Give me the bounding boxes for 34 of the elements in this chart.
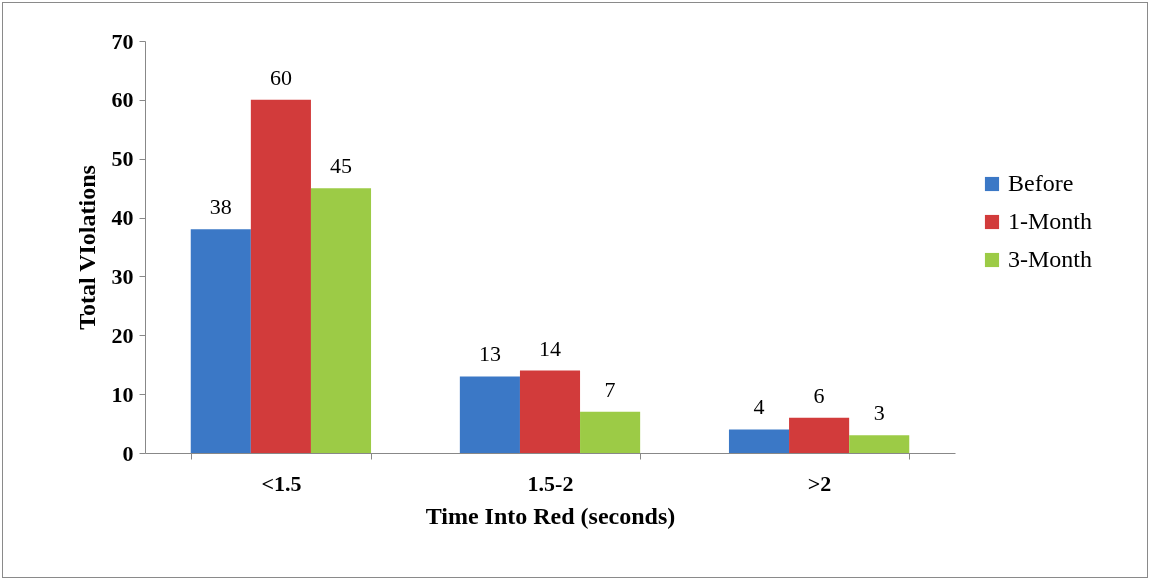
x-axis-title: Time Into Red (seconds) xyxy=(425,502,676,529)
data-label: 14 xyxy=(539,335,561,361)
data-label: 4 xyxy=(753,394,765,420)
y-tick-label: 20 xyxy=(111,322,134,348)
y-tick-label: 0 xyxy=(122,440,134,466)
x-tick-label: >2 xyxy=(807,470,832,496)
data-label: 13 xyxy=(478,341,501,367)
bar xyxy=(728,429,790,453)
bar xyxy=(580,411,641,453)
y-axis-title: Total VIolations xyxy=(73,165,100,330)
bar xyxy=(519,370,581,453)
legend-label: 3-Month xyxy=(1008,246,1092,272)
data-label: 45 xyxy=(330,153,352,179)
data-label: 38 xyxy=(209,194,232,220)
bar xyxy=(310,188,372,453)
x-tick-label: 1.5-2 xyxy=(527,470,574,496)
y-tick-label: 70 xyxy=(111,28,134,54)
data-label: 60 xyxy=(269,64,292,90)
y-tick-label: 30 xyxy=(111,263,134,289)
data-label: 6 xyxy=(813,382,825,408)
y-tick-label: 10 xyxy=(111,381,134,407)
legend-label: 1-Month xyxy=(1008,208,1092,234)
bar xyxy=(849,435,910,453)
legend-label: Before xyxy=(1008,170,1074,196)
y-tick-label: 60 xyxy=(111,87,134,113)
bar xyxy=(459,376,520,453)
data-label: 7 xyxy=(604,376,616,402)
y-tick-label: 50 xyxy=(111,146,134,172)
bar xyxy=(190,229,251,453)
data-label: 3 xyxy=(873,400,885,426)
bar xyxy=(250,99,311,453)
bar xyxy=(789,417,850,453)
x-tick-label: <1.5 xyxy=(261,470,302,496)
y-tick-label: 40 xyxy=(111,205,134,231)
